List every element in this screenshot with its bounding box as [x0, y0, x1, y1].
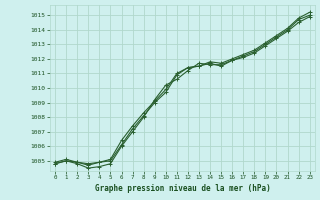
X-axis label: Graphe pression niveau de la mer (hPa): Graphe pression niveau de la mer (hPa)	[94, 184, 270, 193]
